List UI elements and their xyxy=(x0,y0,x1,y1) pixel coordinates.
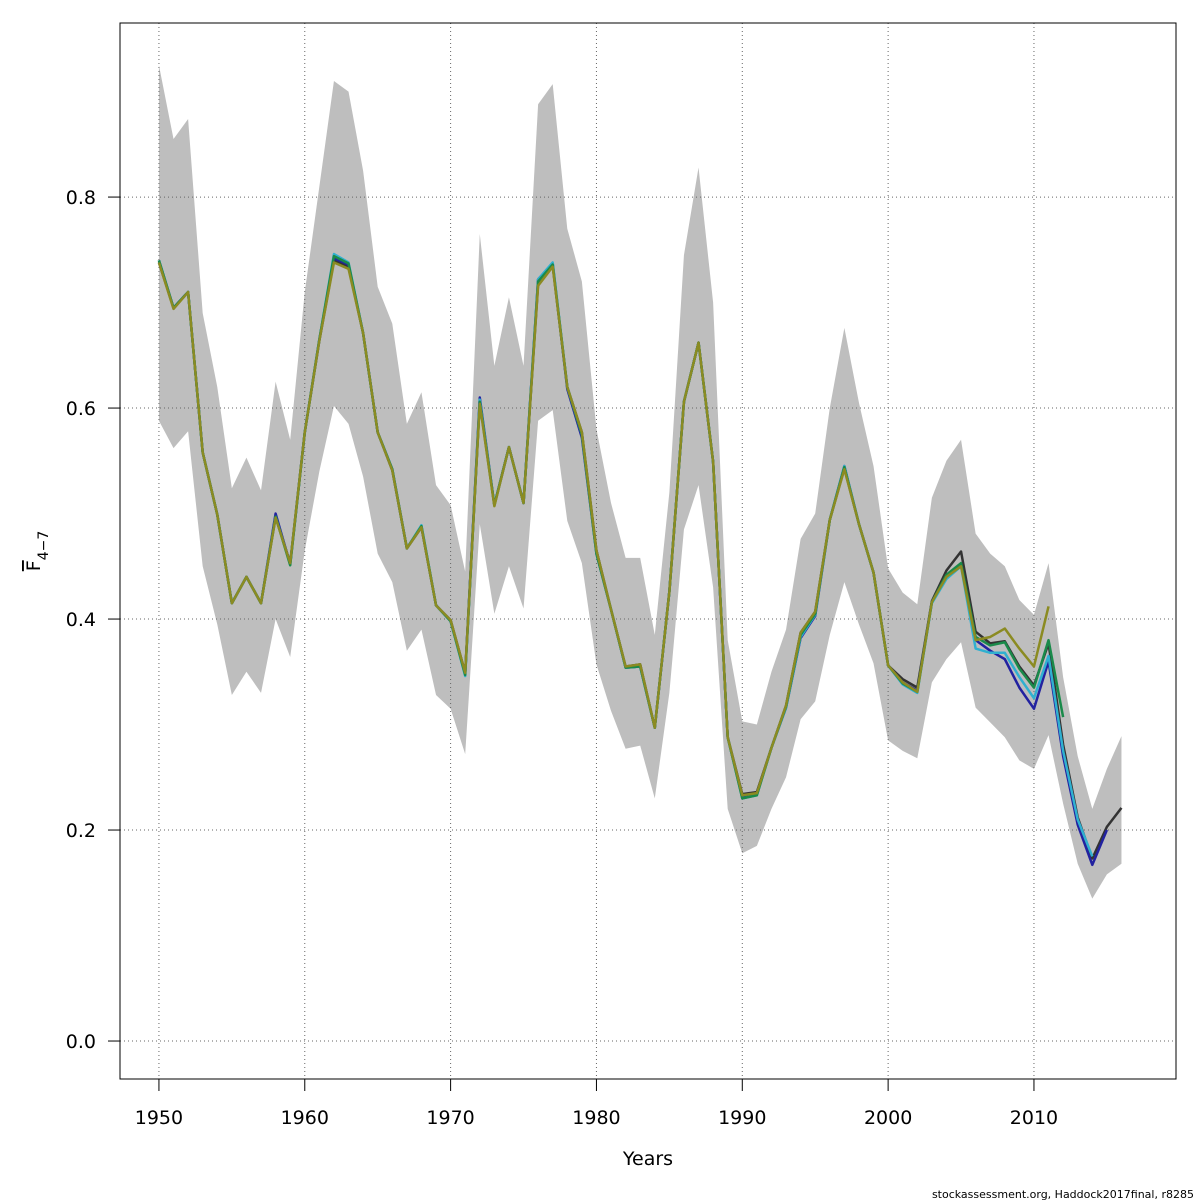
x-tick-label: 1960 xyxy=(281,1107,329,1129)
y-tick-label: 0.4 xyxy=(66,609,96,631)
x-axis-label: Years xyxy=(622,1148,673,1170)
x-tick-label: 1990 xyxy=(718,1107,766,1129)
plot-frame xyxy=(119,22,1177,1080)
x-tick-label: 1950 xyxy=(135,1107,183,1129)
y-tick-label: 0.6 xyxy=(66,398,96,420)
x-tick-label: 1970 xyxy=(426,1107,474,1129)
footnote: stockassessment.org, Haddock2017final, r… xyxy=(932,1188,1194,1200)
y-tick-label: 0.0 xyxy=(66,1031,96,1053)
x-tick-label: 2010 xyxy=(1010,1107,1058,1129)
series-line xyxy=(157,261,1050,797)
y-axis-label: F4−7 xyxy=(23,531,52,571)
x-tick-label: 2000 xyxy=(864,1107,912,1129)
y-axis-label-sub: 4−7 xyxy=(36,531,52,561)
confidence-band xyxy=(158,65,1122,899)
y-tick-label: 0.2 xyxy=(66,820,96,842)
y-axis-label-main: F xyxy=(23,560,45,571)
y-tick-label: 0.8 xyxy=(66,187,96,209)
x-tick-label: 1980 xyxy=(572,1107,620,1129)
